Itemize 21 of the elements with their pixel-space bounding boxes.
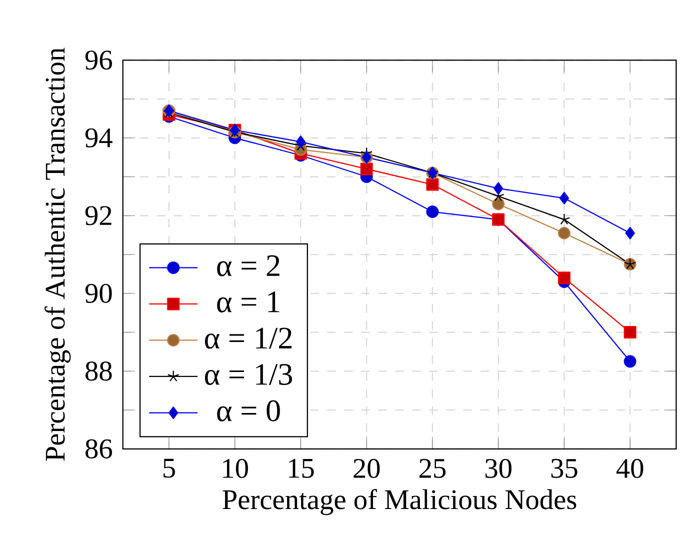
y-tick-label: 88: [86, 362, 112, 381]
y-tick-label: 96: [85, 50, 112, 70]
x-tick-label: 30: [486, 458, 512, 478]
x-tick-label: 25: [420, 458, 446, 478]
x-tick-label: 15: [289, 458, 314, 478]
y-axis-title: Percentage of Authentic Transaction: [44, 48, 71, 461]
x-tick-label: 20: [354, 458, 380, 478]
x-axis-title: Percentage of Malicious Nodes: [222, 489, 576, 516]
legend-label: α = 1: [217, 292, 280, 313]
x-tick-label: 40: [616, 458, 644, 478]
y-tick-label: 90: [85, 284, 112, 304]
legend-label: α = 0: [217, 400, 280, 422]
legend-label: α = 1/2: [205, 328, 292, 349]
y-tick-label: 86: [86, 439, 112, 459]
legend-label: α = 1/3: [205, 364, 292, 386]
y-tick-label: 94: [85, 128, 112, 148]
x-tick-label: 5: [164, 458, 175, 478]
legend-label: α = 2: [217, 255, 280, 276]
x-tick-label: 35: [551, 458, 578, 478]
y-tick-label: 92: [85, 206, 112, 226]
x-tick-label: 10: [223, 458, 248, 478]
